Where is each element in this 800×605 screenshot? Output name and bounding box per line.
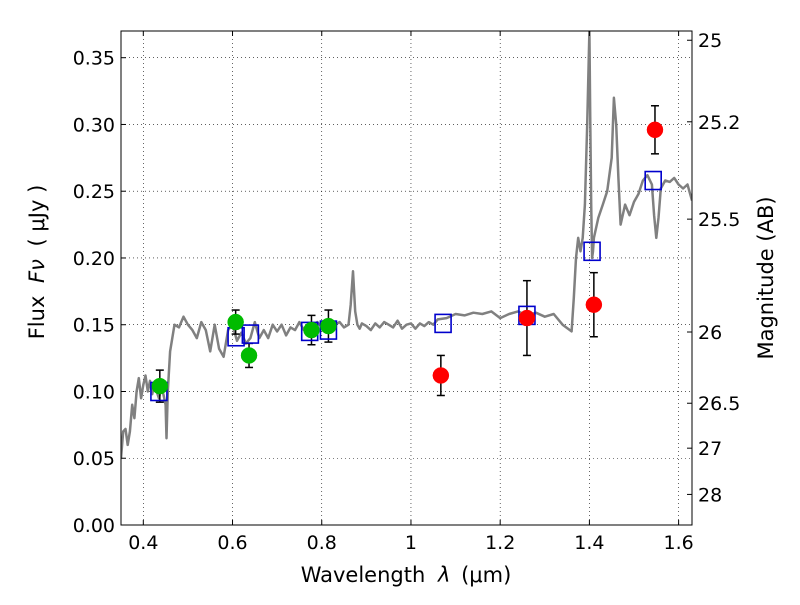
y-tick-label: 0.05 bbox=[73, 448, 115, 470]
model-square bbox=[583, 241, 601, 262]
x-tick-label: 1.6 bbox=[664, 532, 694, 554]
data-point bbox=[646, 121, 664, 139]
y2-tick-label: 25.2 bbox=[698, 112, 740, 134]
y2-axis-label: Magnitude (AB) bbox=[754, 196, 778, 359]
x-tick-label: 1.2 bbox=[485, 532, 515, 554]
data-point bbox=[303, 321, 320, 339]
data-point bbox=[432, 367, 450, 384]
x-axis-label: Wavelength λ (μm) bbox=[301, 563, 512, 587]
y-tick-label: 0.25 bbox=[73, 181, 115, 203]
plot-frame bbox=[120, 30, 693, 526]
ticks: 0.4 0.6 0.8 1 1.2 1.4 1.6 0.00 0.05 0.10 0.15 0.20 0… bbox=[73, 30, 741, 554]
model-square bbox=[241, 324, 260, 344]
data-point bbox=[518, 309, 536, 327]
data-point bbox=[240, 347, 258, 364]
y-tick-label: 0.35 bbox=[73, 48, 115, 70]
y-tick-label: 0.00 bbox=[73, 515, 115, 537]
y2-tick-label: 27 bbox=[698, 438, 722, 460]
y2-tick-label: 25.5 bbox=[698, 209, 740, 231]
sed-line-layer bbox=[121, 31, 692, 459]
model-square bbox=[644, 170, 662, 191]
y-tick-label: 0.30 bbox=[73, 114, 115, 136]
x-tick-label: 1.4 bbox=[574, 532, 604, 554]
data-point bbox=[227, 313, 244, 331]
data-point bbox=[585, 296, 603, 313]
data-points bbox=[151, 121, 664, 395]
model-square bbox=[434, 313, 452, 334]
data-point bbox=[151, 377, 169, 395]
x-tick-label: 1 bbox=[405, 532, 417, 554]
x-tick-label: 0.8 bbox=[307, 532, 337, 554]
grid bbox=[121, 31, 692, 526]
y-tick-label: 0.15 bbox=[73, 315, 115, 337]
y2-tick-label: 26 bbox=[698, 322, 722, 344]
model-squares bbox=[150, 170, 662, 402]
x-tick-label: 0.4 bbox=[128, 532, 158, 554]
y-tick-label: 0.20 bbox=[73, 248, 115, 270]
sed-line bbox=[121, 31, 692, 459]
y2-tick-label: 28 bbox=[698, 484, 722, 506]
y-axis-label: Flux Fν ( μJy ) bbox=[25, 185, 49, 340]
y-tick-label: 0.10 bbox=[73, 381, 115, 403]
y2-tick-label: 25 bbox=[698, 30, 722, 52]
x-tick-label: 0.6 bbox=[217, 532, 247, 554]
y2-tick-label: 26.5 bbox=[698, 393, 740, 415]
data-point bbox=[320, 317, 337, 335]
